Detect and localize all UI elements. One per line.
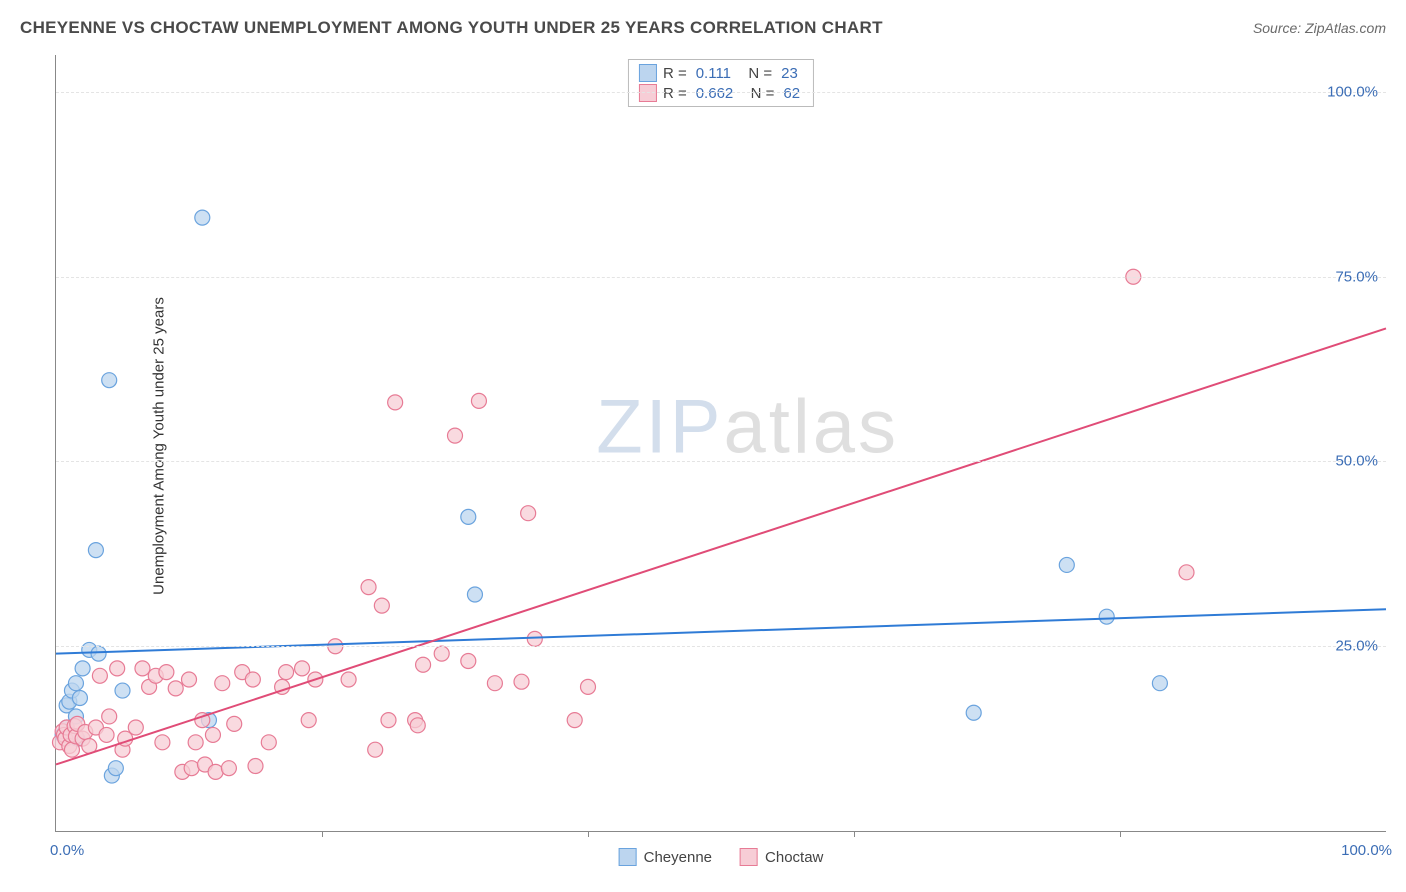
- data-point: [99, 727, 114, 742]
- data-point: [966, 705, 981, 720]
- data-point: [301, 713, 316, 728]
- data-point: [155, 735, 170, 750]
- data-point: [195, 210, 210, 225]
- data-point: [1059, 557, 1074, 572]
- data-point: [215, 676, 230, 691]
- data-point: [221, 761, 236, 776]
- data-point: [448, 428, 463, 443]
- data-point: [467, 587, 482, 602]
- data-point: [245, 672, 260, 687]
- y-tick-label: 25.0%: [1335, 638, 1378, 655]
- data-point: [92, 668, 107, 683]
- data-point: [388, 395, 403, 410]
- legend-item-choctaw: Choctaw: [740, 848, 823, 866]
- data-point: [416, 657, 431, 672]
- scatter-svg: [56, 55, 1386, 831]
- trend-line: [56, 328, 1386, 764]
- data-point: [410, 718, 425, 733]
- swatch-cheyenne: [619, 848, 637, 866]
- data-point: [341, 672, 356, 687]
- x-tick-label: 100.0%: [1341, 842, 1392, 859]
- data-point: [1179, 565, 1194, 580]
- header: CHEYENNE VS CHOCTAW UNEMPLOYMENT AMONG Y…: [0, 0, 1406, 46]
- data-point: [471, 393, 486, 408]
- source-attribution: Source: ZipAtlas.com: [1253, 20, 1386, 36]
- data-point: [567, 713, 582, 728]
- y-tick-label: 50.0%: [1335, 453, 1378, 470]
- data-point: [102, 373, 117, 388]
- data-point: [581, 679, 596, 694]
- legend-label: Cheyenne: [644, 849, 712, 866]
- data-point: [91, 646, 106, 661]
- data-point: [1099, 609, 1114, 624]
- swatch-choctaw: [740, 848, 758, 866]
- data-point: [279, 665, 294, 680]
- data-point: [135, 661, 150, 676]
- y-tick-label: 100.0%: [1327, 83, 1378, 100]
- data-point: [72, 690, 87, 705]
- data-point: [514, 674, 529, 689]
- data-point: [361, 580, 376, 595]
- data-point: [461, 509, 476, 524]
- data-point: [487, 676, 502, 691]
- data-point: [88, 543, 103, 558]
- data-point: [184, 761, 199, 776]
- data-point: [381, 713, 396, 728]
- bottom-legend: Cheyenne Choctaw: [619, 848, 824, 866]
- data-point: [461, 654, 476, 669]
- data-point: [75, 661, 90, 676]
- data-point: [205, 727, 220, 742]
- legend-item-cheyenne: Cheyenne: [619, 848, 712, 866]
- data-point: [115, 683, 130, 698]
- data-point: [182, 672, 197, 687]
- data-point: [295, 661, 310, 676]
- data-point: [261, 735, 276, 750]
- legend-label: Choctaw: [765, 849, 823, 866]
- data-point: [168, 681, 183, 696]
- data-point: [1152, 676, 1167, 691]
- data-point: [227, 716, 242, 731]
- data-point: [68, 676, 83, 691]
- data-point: [368, 742, 383, 757]
- data-point: [374, 598, 389, 613]
- chart-title: CHEYENNE VS CHOCTAW UNEMPLOYMENT AMONG Y…: [20, 18, 883, 38]
- data-point: [527, 631, 542, 646]
- data-point: [108, 761, 123, 776]
- data-point: [102, 709, 117, 724]
- data-point: [188, 735, 203, 750]
- data-point: [208, 764, 223, 779]
- x-tick-label: 0.0%: [50, 842, 84, 859]
- y-tick-label: 75.0%: [1335, 268, 1378, 285]
- data-point: [159, 665, 174, 680]
- data-point: [248, 758, 263, 773]
- data-point: [128, 720, 143, 735]
- data-point: [434, 646, 449, 661]
- plot-area: ZIPatlas R = 0.111 N = 23 R = 0.662 N = …: [55, 55, 1386, 832]
- data-point: [521, 506, 536, 521]
- chart-container: CHEYENNE VS CHOCTAW UNEMPLOYMENT AMONG Y…: [0, 0, 1406, 892]
- data-point: [110, 661, 125, 676]
